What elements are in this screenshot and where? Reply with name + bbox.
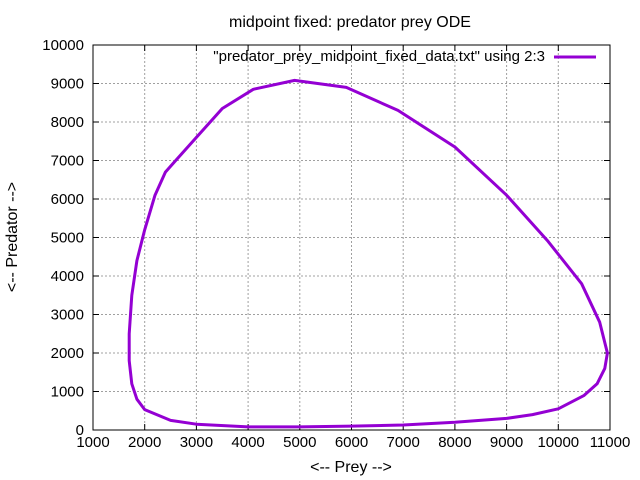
x-tick-label: 7000 — [387, 434, 420, 451]
x-tick-label: 6000 — [335, 434, 368, 451]
x-tick-label: 2000 — [128, 434, 161, 451]
y-tick-label: 1000 — [51, 384, 84, 401]
y-tick-label: 7000 — [51, 153, 84, 170]
legend-entry-label: "predator_prey_midpoint_fixed_data.txt" … — [213, 48, 545, 65]
x-tick-label: 1000 — [76, 434, 109, 451]
x-tick-label: 11000 — [590, 434, 631, 451]
series-layer — [127, 78, 609, 429]
y-axis-label: <-- Predator --> — [4, 182, 21, 292]
y-tick-label: 5000 — [51, 230, 84, 247]
plot-frame — [92, 44, 611, 431]
y-tick-label: 4000 — [51, 268, 84, 285]
x-tick-label: 4000 — [231, 434, 264, 451]
x-axis-label: <-- Prey --> — [310, 459, 392, 476]
y-tick-label: 8000 — [51, 114, 84, 131]
y-tick-label: 0 — [76, 422, 84, 439]
x-tick-label: 3000 — [180, 434, 213, 451]
series-line — [127, 78, 609, 429]
y-tick-label: 6000 — [51, 191, 84, 208]
x-tick-label: 5000 — [283, 434, 316, 451]
x-tick-label: 8000 — [438, 434, 471, 451]
legend: "predator_prey_midpoint_fixed_data.txt" … — [213, 48, 596, 65]
y-tick-label: 2000 — [51, 345, 84, 362]
x-tick-label: 9000 — [490, 434, 523, 451]
grid — [93, 45, 610, 430]
y-tick-label: 10000 — [42, 37, 84, 54]
axis-ticks: 1000 2000 3000 4000 5000 6000 7000 8000 9000 1000… — [42, 37, 630, 451]
y-tick-label: 9000 — [51, 76, 84, 93]
y-tick-label: 3000 — [51, 307, 84, 324]
x-tick-label: 10000 — [537, 434, 579, 451]
chart-title: midpoint fixed: predator prey ODE — [229, 14, 471, 31]
